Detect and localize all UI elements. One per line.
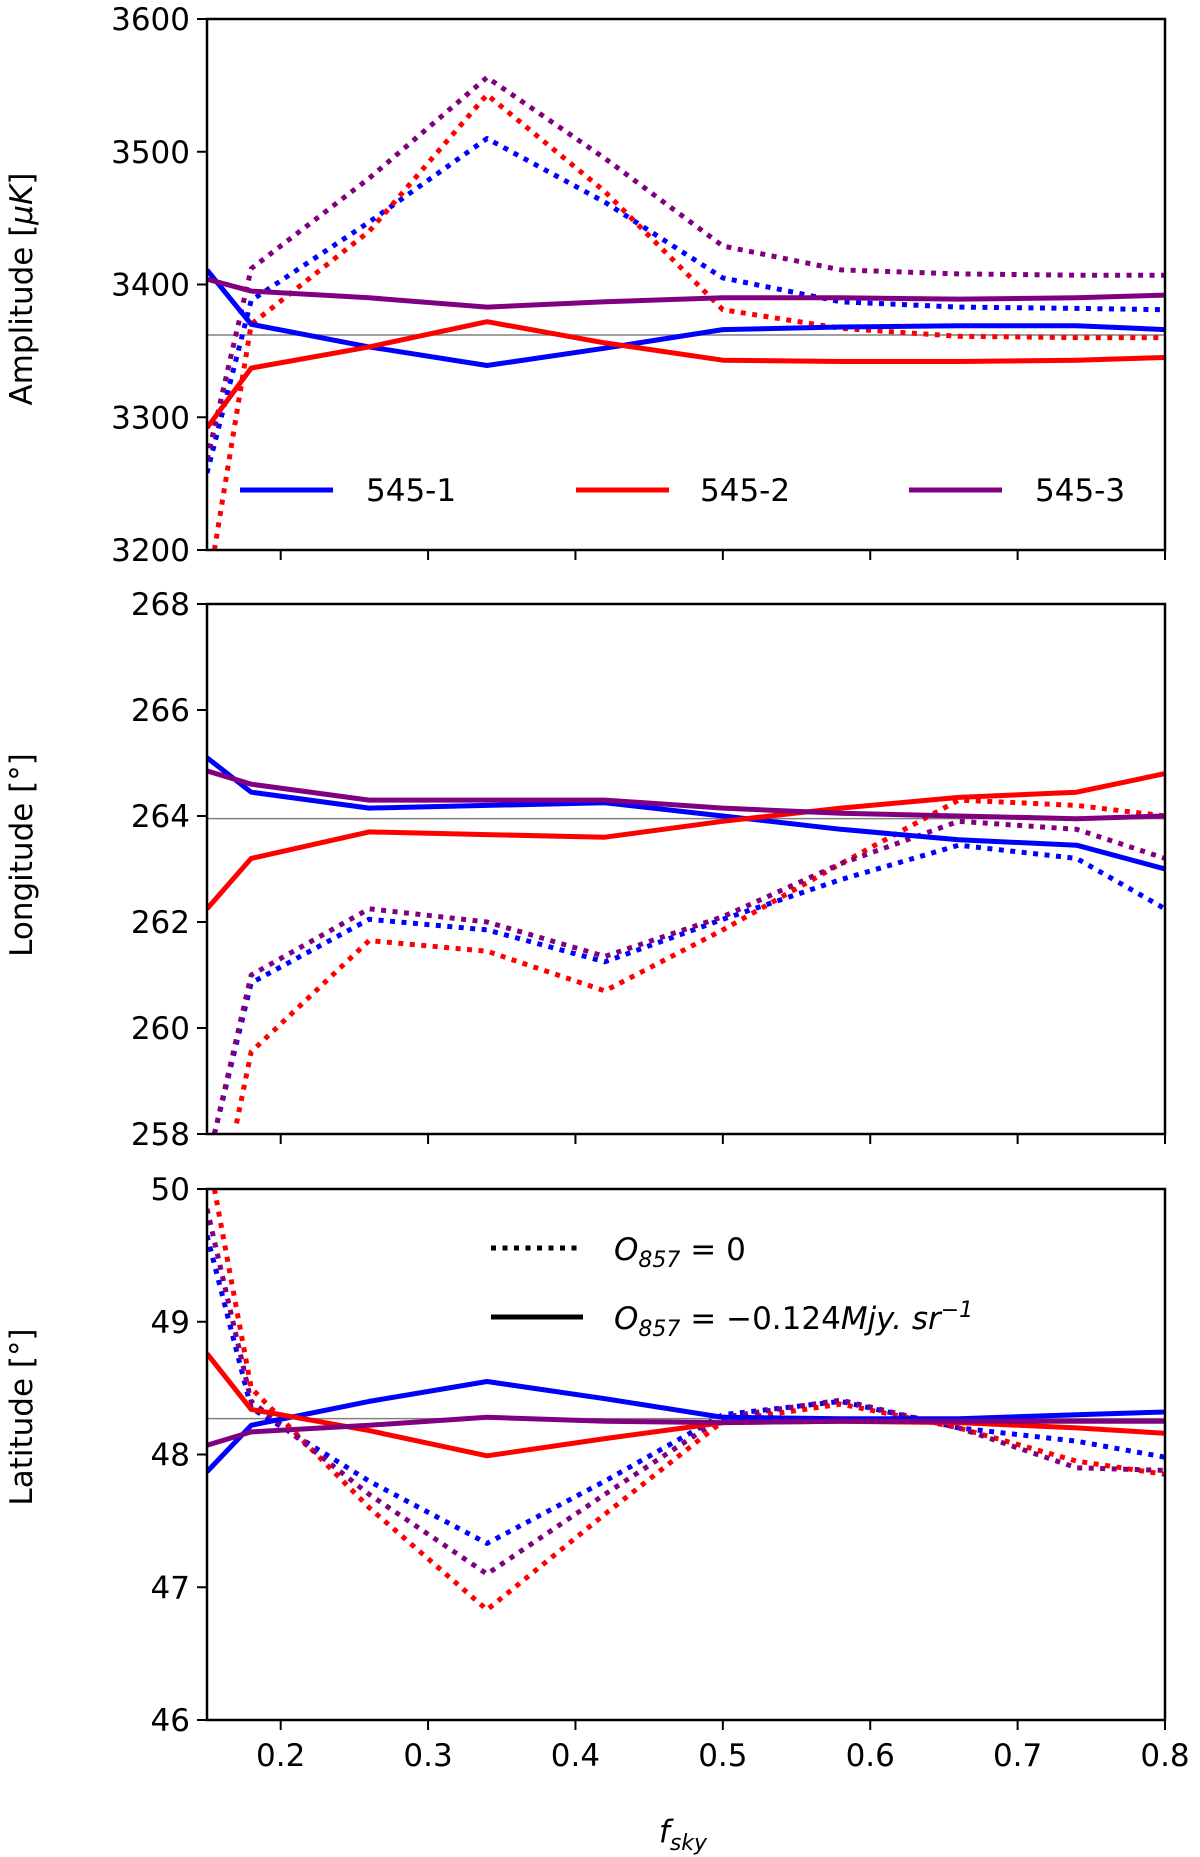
y-tick-label-2-2: 48: [151, 1438, 190, 1474]
panel-1: 258 260 262 264 266 268: [131, 587, 1167, 1153]
amplitude-axis-title: Amplitude [μK]: [4, 173, 40, 406]
series-line-0000ff-dotted-panel0: [207, 136, 1165, 474]
legend-dotted-o: O: [614, 1232, 638, 1268]
y-tick-label-1-0: 258: [131, 1117, 190, 1153]
series-line-0000ff-dotted-panel1: [211, 842, 1165, 1134]
y-tick-label-1-1: 260: [131, 1011, 190, 1047]
legend-solid-o: O: [614, 1301, 638, 1337]
x-axis-title: fsky: [659, 1814, 708, 1856]
legend-solid-rest: = −0.124: [680, 1301, 840, 1337]
amplitude-axis-title-part3: ]: [4, 173, 40, 185]
panel-2: 46 47 48 49 50 0.2 0.3 0.4 0.5 0.6 0.7 0.8: [151, 1172, 1190, 1774]
style-legend: O857 = 0 O857 = −0.124Mjy. sr−1: [491, 1232, 973, 1342]
series-line-545-3-solid-panel0: [207, 276, 1165, 310]
x-tick-label-2: 0.4: [551, 1738, 600, 1774]
legend-label-545-1: 545-1: [366, 473, 456, 509]
x-tick-label-1: 0.3: [403, 1738, 452, 1774]
series-line-545-1-solid-panel1: [207, 755, 1165, 872]
series-line-800080-dotted-panel0: [207, 74, 1165, 461]
legend-label-solid: O857 = −0.124Mjy. sr−1: [614, 1298, 973, 1342]
y-tick-label-1-4: 266: [131, 693, 190, 729]
axes-frame-0: [205, 17, 1167, 552]
latitude-axis-title: Latitude [°]: [4, 1328, 40, 1505]
series-line-545-1-solid-panel0: [207, 268, 1165, 368]
x-tick-label-4: 0.6: [846, 1738, 895, 1774]
series-line-ff0000-dotted-panel1: [234, 797, 1165, 1124]
legend-solid-sup: −1: [941, 1298, 973, 1323]
series-legend: 545-1 545-2 545-3: [240, 473, 1125, 509]
x-tick-label-6: 0.8: [1140, 1738, 1189, 1774]
series-line-545-3-solid-panel2: [207, 1414, 1165, 1448]
longitude-axis-title: Longitude [°]: [4, 753, 40, 957]
series-line-545-2-solid-panel1: [207, 771, 1165, 911]
panel-0: 3200 3300 3400 3500 3600: [111, 2, 1167, 569]
legend-solid-sub: 857: [638, 1317, 680, 1342]
y-tick-label-1-2: 262: [131, 905, 190, 941]
x-tick-label-0: 0.2: [256, 1738, 305, 1774]
amplitude-axis-title-unit: μK: [4, 182, 40, 226]
legend-dotted-sub: 857: [638, 1248, 680, 1273]
y-tick-label-0-2: 3400: [111, 268, 190, 304]
series-line-545-1-solid-panel2: [207, 1379, 1165, 1474]
legend-solid-unit: Mjy. sr: [841, 1301, 943, 1337]
axes-frame-1: [205, 602, 1167, 1136]
panels: 3200 3300 3400 3500 3600 258 260 262 264 266 268 46…: [111, 2, 1190, 1774]
y-tick-label-2-3: 49: [151, 1305, 190, 1341]
y-tick-label-2-4: 50: [151, 1172, 190, 1208]
series-line-800080-dotted-panel1: [211, 818, 1165, 1134]
x-tick-label-5: 0.7: [993, 1738, 1042, 1774]
y-tick-label-0-1: 3300: [111, 400, 190, 436]
x-tick-label-3: 0.5: [698, 1738, 747, 1774]
amplitude-axis-title-part1: Amplitude [: [4, 225, 40, 406]
series-line-ff0000-dotted-panel2: [211, 1189, 1165, 1613]
series-line-0000ff-dotted-panel2: [207, 1234, 1165, 1546]
legend-label-dotted: O857 = 0: [614, 1232, 746, 1273]
series-line-545-2-solid-panel0: [207, 319, 1165, 430]
series-line-545-3-solid-panel1: [207, 768, 1165, 822]
y-tick-label-0-3: 3500: [111, 135, 190, 171]
series-line-ff0000-dotted-panel0: [211, 92, 1165, 550]
y-tick-label-2-0: 46: [151, 1703, 190, 1739]
series-group-1: [207, 755, 1165, 1134]
y-tick-label-1-3: 264: [131, 799, 190, 835]
series-group-2: [207, 1189, 1165, 1613]
x-axis-title-sub: sky: [670, 1831, 708, 1856]
y-tick-label-0-4: 3600: [111, 2, 190, 38]
legend-label-545-3: 545-3: [1035, 473, 1125, 509]
legend-dotted-rest: = 0: [680, 1232, 745, 1268]
y-tick-label-2-1: 47: [151, 1570, 190, 1606]
axes-frame-2: [205, 1187, 1167, 1722]
y-tick-label-0-0: 3200: [111, 533, 190, 569]
series-line-545-2-solid-panel2: [207, 1352, 1165, 1459]
series-group-0: [207, 74, 1165, 550]
series-line-800080-dotted-panel2: [207, 1208, 1165, 1577]
y-tick-label-1-5: 268: [131, 587, 190, 623]
legend-label-545-2: 545-2: [700, 473, 790, 509]
